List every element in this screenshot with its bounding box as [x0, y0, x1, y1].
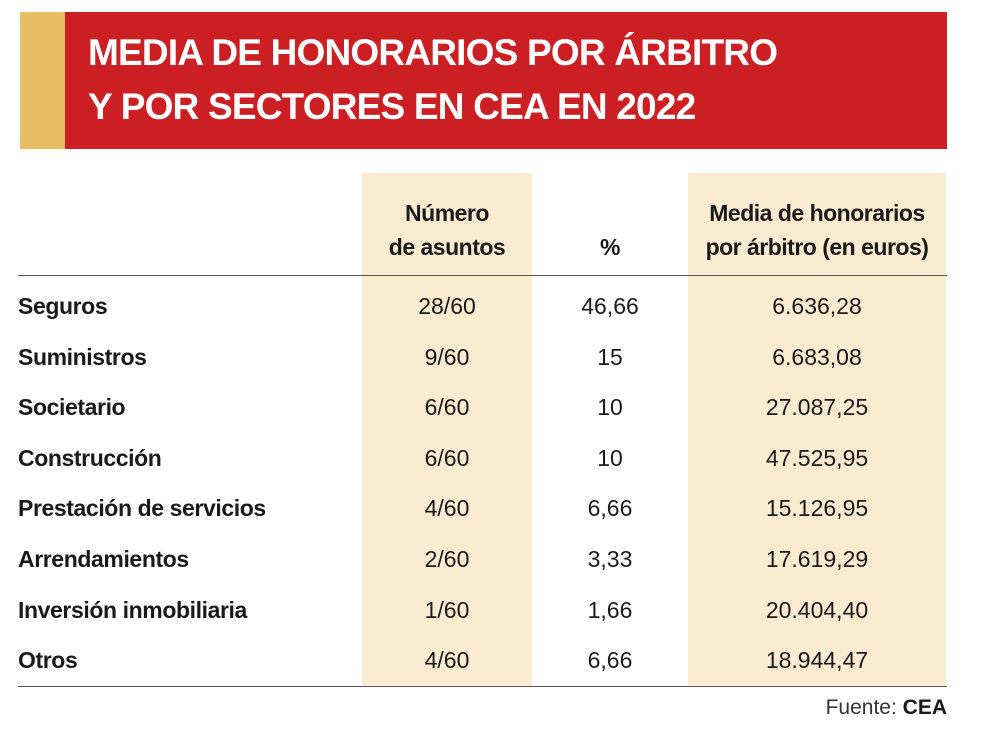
row-asuntos-value: 4/60	[424, 647, 470, 674]
row-honorarios-value: 6.636,28	[772, 293, 862, 319]
row-sector-label: Otros	[18, 647, 78, 674]
row-sector-label: Suministros	[18, 343, 147, 370]
row-honorarios-value: 18.944,47	[765, 647, 869, 674]
table-row: Inversión inmobiliaria 1/60 1,66 20.404,40	[18, 585, 947, 635]
row-honorarios-value: 6.683,08	[772, 343, 862, 370]
row-sector-label: Prestación de servicios	[18, 495, 266, 522]
row-porcentaje-value: 10	[597, 444, 623, 471]
row-porcentaje-value: 3,33	[587, 546, 633, 572]
row-asuntos-value: 1/60	[424, 596, 470, 623]
table-row: Seguros 28/60 46,66 6.636,28	[18, 281, 947, 331]
header-porcentaje: %	[532, 180, 688, 264]
header-asuntos: Número de asuntos	[362, 180, 532, 264]
row-honorarios-value: 47.525,95	[765, 444, 869, 471]
row-porcentaje-value: 10	[597, 394, 623, 421]
row-honorarios-value: 17.619,29	[765, 546, 869, 572]
row-asuntos-value: 6/60	[424, 394, 470, 421]
asuntos-column-highlight	[362, 173, 532, 686]
table-row: Prestación de servicios 4/60 6,66 15.126,95	[18, 483, 947, 533]
row-honorarios-value: 20.404,40	[765, 596, 869, 623]
row-sector-label: Societario	[18, 394, 126, 421]
header-asuntos-line-1: Número	[405, 200, 489, 226]
row-asuntos-value: 6/60	[424, 444, 470, 471]
row-porcentaje-value: 1,66	[587, 596, 633, 623]
table-row: Arrendamientos 2/60 3,33 17.619,29	[18, 534, 947, 584]
row-asuntos-value: 2/60	[424, 546, 470, 572]
source-name: CEA	[902, 696, 947, 719]
header-rule	[18, 275, 947, 276]
row-sector-label: Seguros	[18, 293, 108, 319]
source-note: Fuente: CEA	[826, 696, 947, 720]
chart-title: MEDIA DE HONORARIOS POR ÁRBITRO Y POR SE…	[88, 26, 928, 134]
banner-accent-bar	[20, 12, 65, 149]
row-asuntos-value: 4/60	[424, 495, 470, 522]
title-banner: MEDIA DE HONORARIOS POR ÁRBITRO Y POR SE…	[20, 12, 947, 149]
row-porcentaje-value: 6,66	[587, 495, 633, 522]
row-honorarios-value: 27.087,25	[765, 394, 869, 421]
row-sector-label: Construcción	[18, 444, 162, 471]
honorarios-column-highlight	[688, 173, 946, 686]
row-asuntos-value: 9/60	[424, 343, 470, 370]
chart-title-line-2: Y POR SECTORES EN CEA EN 2022	[88, 86, 696, 127]
row-porcentaje-value: 46,66	[581, 293, 639, 319]
row-porcentaje-value: 15	[597, 343, 623, 370]
row-asuntos-value: 28/60	[418, 293, 476, 319]
table-row: Otros 4/60 6,66 18.944,47	[18, 635, 947, 685]
row-honorarios-value: 15.126,95	[765, 495, 869, 522]
table-row: Suministros 9/60 15 6.683,08	[18, 332, 947, 382]
header-honorarios-line-1: Media de honorarios	[709, 200, 925, 226]
header-porcentaje-line-1: %	[600, 234, 620, 260]
table-row: Construcción 6/60 10 47.525,95	[18, 433, 947, 483]
chart-title-line-1: MEDIA DE HONORARIOS POR ÁRBITRO	[88, 32, 778, 73]
header-asuntos-line-2: de asuntos	[388, 234, 506, 260]
table-row: Societario 6/60 10 27.087,25	[18, 382, 947, 432]
header-honorarios-line-2: por árbitro (en euros)	[705, 234, 929, 260]
bottom-rule	[18, 686, 947, 687]
row-porcentaje-value: 6,66	[587, 647, 633, 674]
row-sector-label: Inversión inmobiliaria	[18, 596, 247, 623]
row-sector-label: Arrendamientos	[18, 546, 189, 572]
header-honorarios: Media de honorarios por árbitro (en euro…	[688, 180, 946, 264]
source-label: Fuente:	[825, 696, 897, 719]
